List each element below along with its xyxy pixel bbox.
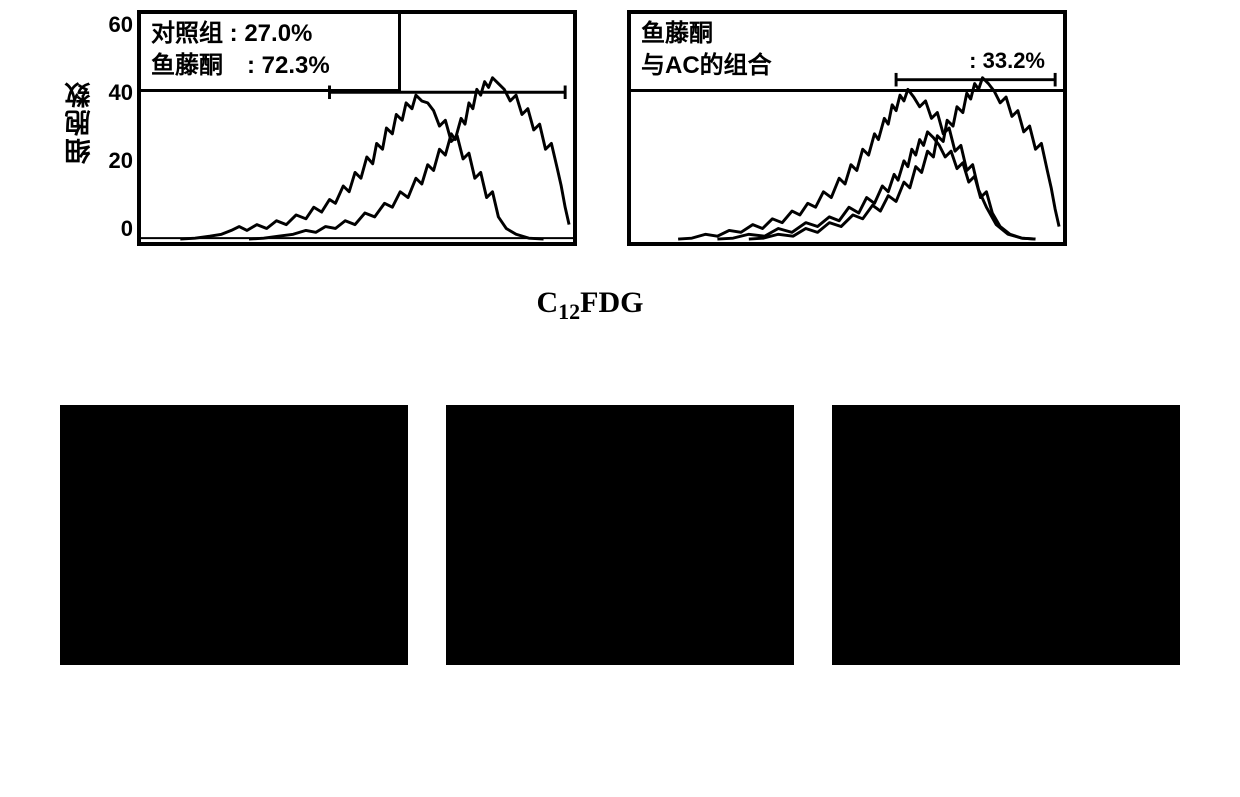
y-tick: 0 [103, 218, 133, 240]
y-tick: 40 [103, 82, 133, 104]
figure-root: 细胞数 60 40 20 0 对照组 : 27.0% 鱼藤酮 : 72.3% [60, 10, 1180, 665]
histogram-svg-left [141, 14, 573, 242]
x-axis-label: C12FDG [90, 286, 1090, 325]
image-panel-row [60, 405, 1180, 665]
image-panel [60, 405, 408, 665]
y-tick: 60 [103, 14, 133, 36]
histogram-trace-third_trace [717, 132, 1035, 239]
histogram-row: 细胞数 60 40 20 0 对照组 : 27.0% 鱼藤酮 : 72.3% [60, 10, 1180, 246]
gate-marker [330, 85, 566, 99]
y-axis-label: 细胞数 [60, 80, 97, 164]
histogram-panel-right: 鱼藤酮 与AC的组合 : 33.2% [627, 10, 1067, 246]
y-tick-column: 60 40 20 0 [103, 10, 133, 240]
histogram-svg-right [631, 14, 1063, 242]
image-panel [832, 405, 1180, 665]
image-panel [446, 405, 794, 665]
y-tick: 20 [103, 150, 133, 172]
histogram-panel-left: 对照组 : 27.0% 鱼藤酮 : 72.3% [137, 10, 577, 246]
